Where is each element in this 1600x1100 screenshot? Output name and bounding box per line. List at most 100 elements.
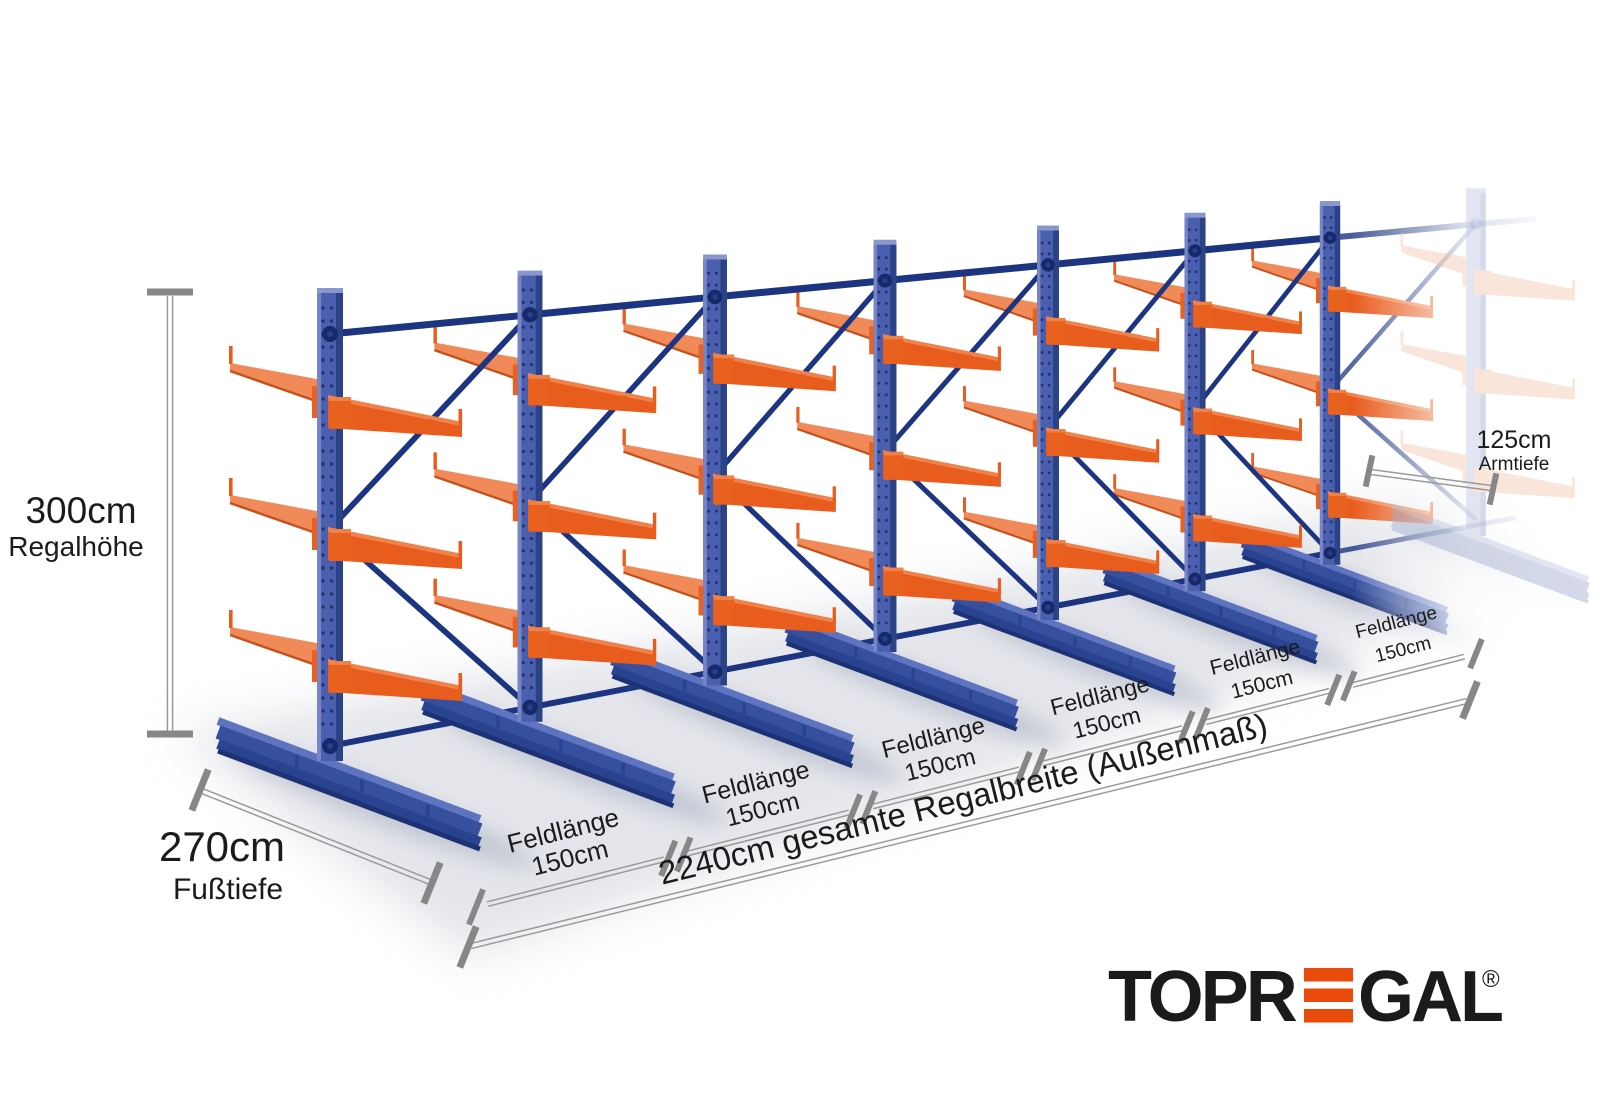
arm-endstop-pin [1299,525,1302,540]
base-foot-beam [216,739,482,847]
perforation-hole [1329,246,1333,250]
dimension-line [202,787,432,881]
cantilever-arm-front [1193,303,1302,335]
perforation-hole [529,549,534,553]
arm-top-face [1474,466,1575,490]
perforation-hole [1323,358,1326,361]
perforation-hole [707,378,711,382]
perforation-hole [877,575,881,579]
perforation-hole [321,319,325,323]
dimension-line [1370,473,1491,492]
foot-stiffener [621,763,626,775]
foot-stiffener [911,668,915,680]
perforation-hole [707,283,711,287]
perforation-hole [321,462,325,466]
cantilever-arm-back [1252,363,1333,398]
perforation-hole [1040,427,1044,431]
arm-endstop-pin [1113,260,1117,276]
perforation-hole [1323,388,1326,392]
perforation-hole [529,424,534,429]
perforation-hole [714,438,718,442]
perforation-hole [1329,368,1333,371]
arm-endstop-pin [962,497,966,513]
perforation-hole [714,652,718,656]
dimension-cap [1192,706,1211,740]
perforation-hole [1187,533,1191,537]
foot-stiffener [1073,635,1077,647]
upright-column [1466,192,1486,537]
arm-endstop-pin [962,386,966,402]
foot-stiffener [1547,568,1551,578]
perforation-hole [714,521,718,525]
arm-bracket-top [1475,270,1492,274]
perforation-hole [529,574,534,578]
perforation-hole [521,524,525,528]
perforation-hole [1323,276,1326,280]
arm-top-face [1046,316,1160,343]
perforation-hole [321,514,325,518]
arm-endstop-pin [1400,331,1404,345]
column-side-face [1199,216,1206,592]
perforation-hole [1194,449,1198,453]
perforation-hole [1040,449,1044,453]
perforation-hole [877,370,881,374]
arm-bracket-front [329,529,351,561]
arm-endstop-pin [1113,367,1117,382]
perforation-hole [1047,241,1051,245]
arm-bracket-top [884,335,904,340]
perforation-hole [1329,347,1333,351]
dimension-cap [1467,638,1485,670]
arm-under-edge [1400,349,1480,378]
perforation-hole [521,561,525,565]
perforation-hole [1329,378,1333,382]
perforation-hole [707,580,711,585]
arm-bracket-front [1194,515,1212,542]
base-foot-beam [952,609,1176,697]
perforation-hole [1047,307,1051,311]
arm-bracket-top [1475,369,1492,373]
perforation-hole [329,514,334,518]
perforation-hole [707,438,711,442]
perforation-hole [321,566,325,570]
height-dim-cap-top [147,288,193,296]
arm-bracket-front [1475,270,1492,295]
perforation-hole [321,358,325,362]
base-foot-beam [217,748,481,852]
dimension-line [1043,729,1184,767]
arm-endstop-pin [796,407,800,423]
perforation-hole [877,610,881,614]
dimension-line [871,766,1019,806]
perforation-hole [529,462,534,466]
brace-connector-center [1045,604,1051,610]
brace-connector-center [712,294,718,300]
perforation-hole [321,475,325,479]
perforation-hole [529,561,534,565]
column-top-cap [1466,188,1486,194]
perforation-hole [1194,491,1198,495]
perforation-hole [877,393,881,397]
dimension-line [1206,692,1331,726]
cantilever-rack [215,201,1537,852]
perforation-hole [329,475,334,479]
perforation-hole [521,598,525,603]
perforation-hole [1040,383,1044,387]
perforation-hole [1323,378,1326,382]
cantilever-arm-back [797,421,888,461]
arm-bracket-front [1047,540,1066,568]
foot-stiffener [1128,656,1132,667]
perforation-hole [1187,291,1191,295]
perforation-hole [1187,238,1191,242]
perforation-hole [1323,287,1326,290]
perforation-hole [1040,274,1044,278]
cantilever-arm-back [434,594,533,637]
perforation-hole [714,271,718,275]
perforation-hole [707,616,711,620]
arm-bracket-front [329,397,351,429]
perforation-hole [329,371,334,375]
perforation-hole [1187,302,1191,305]
arm-top-face [713,352,836,382]
perforation-hole [1187,459,1191,463]
perforation-hole [529,362,534,367]
dimension-cap [658,839,679,878]
perforation-hole [884,301,888,305]
